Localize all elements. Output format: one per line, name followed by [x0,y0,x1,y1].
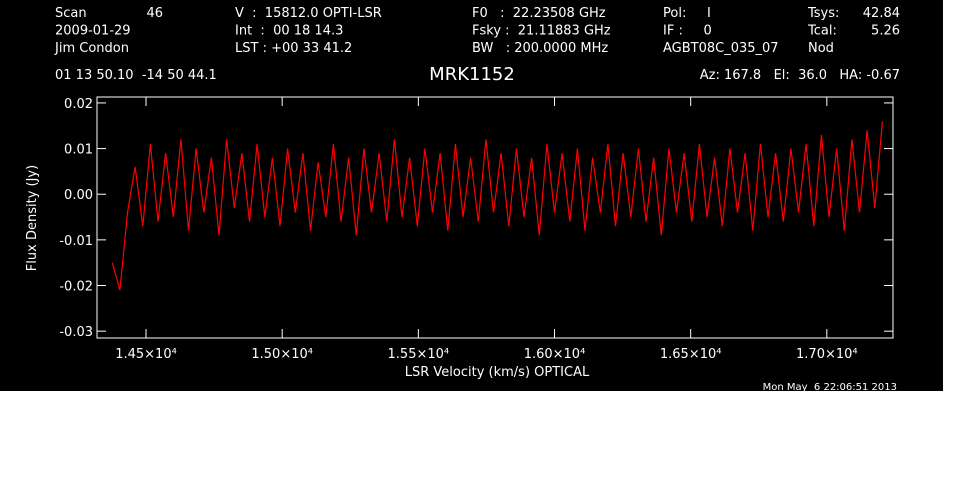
header-field: Tcal: [807,24,837,39]
y-tick-label: -0.02 [59,280,93,295]
plot-window [0,0,943,391]
x-tick-label: 1.45×10⁴ [115,347,177,362]
x-tick-label: 1.50×10⁴ [251,347,313,362]
header-field: Tsys: [807,6,839,21]
x-tick-label: 1.60×10⁴ [524,347,586,362]
header-field: Int : 00 18 14.3 [235,24,343,39]
x-tick-label: 1.65×10⁴ [660,347,722,362]
y-tick-label: 0.02 [64,97,93,112]
header-field: Nod [808,41,834,56]
header-field: BW : 200.0000 MHz [472,41,608,56]
plot-frame [96,96,894,339]
header-field: Jim Condon [54,41,129,56]
header-field: 2009-01-29 [55,24,131,39]
x-tick-label: 1.70×10⁴ [796,347,858,362]
header-field: 42.84 [863,6,900,21]
x-axis-label: LSR Velocity (km/s) OPTICAL [405,365,590,380]
timestamp: Mon May 6 22:06:51 2013 [763,382,897,393]
y-tick-label: 0.00 [64,188,93,203]
header-field: V : 15812.0 OPTI-LSR [235,6,382,21]
pointing: Az: 167.8 El: 36.0 HA: -0.67 [700,68,900,83]
header-field: AGBT08C_035_07 [663,41,779,56]
y-tick-label: -0.01 [59,234,93,249]
header-field: Scan [55,6,87,21]
source-name: MRK1152 [429,64,515,85]
y-tick-label: 0.01 [64,143,93,158]
header-field: F0 : 22.23508 GHz [472,6,606,21]
header: Scan 46 V : 15812.0 OPTI-LSR F0 : 22.23508 … [54,6,900,56]
coords: 01 13 50.10 -14 50 44.1 [55,68,217,83]
spectrum-line [111,121,883,291]
x-tick-label: 1.55×10⁴ [388,347,450,362]
y-tick-label: -0.03 [59,325,93,340]
header-field: IF : 0 [663,24,712,39]
header-field: Fsky : 21.11883 GHz [472,24,611,39]
header-field: 5.26 [871,24,900,39]
y-axis-label: Flux Density (Jy) [25,165,40,271]
header-field: Pol: I [663,6,711,21]
header-field: LST : +00 33 41.2 [235,41,352,56]
header-field: 46 [146,6,163,21]
axes: 1.45×10⁴ 1.50×10⁴ 1.55×10⁴ 1.60×10⁴ 1.65×10⁴… [59,97,893,362]
